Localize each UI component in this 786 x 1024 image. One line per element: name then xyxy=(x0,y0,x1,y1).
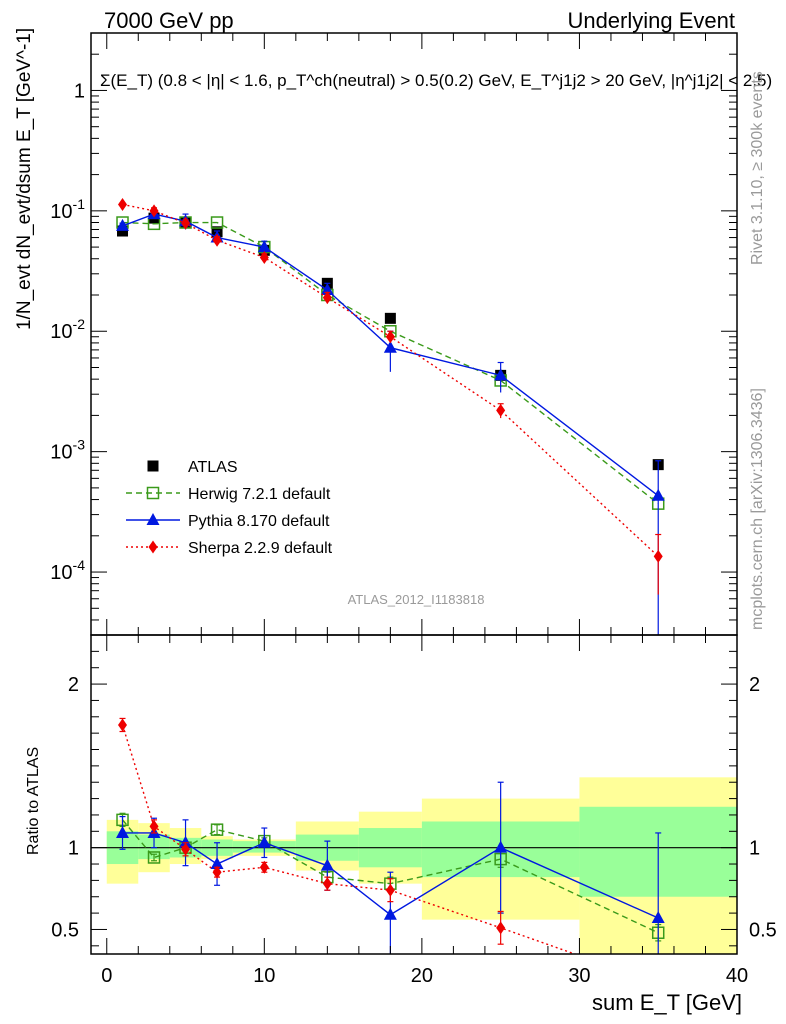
pythia-ratio-point xyxy=(651,911,665,924)
sherpa-point xyxy=(496,403,506,417)
herwig-line xyxy=(122,221,659,505)
ratio-tick-label-left: 1 xyxy=(68,838,79,860)
pythia-point xyxy=(383,340,397,353)
pythia-ratio-point xyxy=(494,840,508,853)
sherpa-ratio-point xyxy=(496,921,506,935)
pythia-ratio-point xyxy=(257,835,271,848)
legend-marker xyxy=(146,513,160,525)
ratio-tick-label-left: 2 xyxy=(68,674,79,696)
pythia-point xyxy=(320,283,334,296)
y-tick-label: 1 xyxy=(74,80,85,102)
sherpa-point xyxy=(653,549,663,563)
y-tick-label: 10-1 xyxy=(50,196,85,223)
ratio-tick-label-right: 0.5 xyxy=(749,919,777,941)
ratio-tick-label-left: 0.5 xyxy=(51,919,79,941)
sherpa-point xyxy=(385,330,395,344)
sherpa-ratio-point xyxy=(385,883,395,897)
observable-label: Σ(E_T) (0.8 < |η| < 1.6, p_T^ch(neutral)… xyxy=(100,71,772,90)
rivet-label: Rivet 3.1.10, ≥ 300k events xyxy=(749,71,766,265)
sherpa-point xyxy=(212,233,222,247)
herwig-ratio-line xyxy=(121,819,659,934)
x-tick-label: 20 xyxy=(411,965,433,987)
sherpa-ratio-point xyxy=(181,842,191,856)
ratio-tick-label-right: 1 xyxy=(749,838,760,860)
sherpa-point xyxy=(149,204,159,218)
sherpa-ratio-point xyxy=(149,819,159,833)
pythia-ratio-point xyxy=(179,835,193,848)
header-right: Underlying Event xyxy=(567,8,735,33)
pythia-ratio-point xyxy=(320,858,334,871)
x-tick-label: 30 xyxy=(568,965,590,987)
legend-marker xyxy=(146,486,160,500)
x-axis-label: sum E_T [GeV] xyxy=(592,990,742,1015)
ratio-y-axis-label: Ratio to ATLAS xyxy=(25,747,42,855)
sherpa-line xyxy=(122,203,659,557)
pythia-point xyxy=(651,488,665,501)
pythia-point xyxy=(116,218,130,231)
sherpa-point xyxy=(322,291,332,305)
legend-label: Herwig 7.2.1 default xyxy=(188,486,331,503)
pythia-ratio-point xyxy=(383,907,397,920)
ratio-tick-label-right: 2 xyxy=(749,674,760,696)
pythia-point xyxy=(494,368,508,381)
atlas-data-point xyxy=(384,312,396,324)
legend-marker xyxy=(147,460,159,472)
y-tick-label: 10-4 xyxy=(50,557,85,584)
sherpa-ratio-point xyxy=(259,860,269,874)
sherpa-ratio-point xyxy=(322,877,332,891)
main-y-axis-label: 1/N_evt dN_evt/dsum E_T [GeV^-1] xyxy=(14,28,35,330)
sherpa-ratio-point xyxy=(654,977,663,990)
herwig-ratio-point xyxy=(147,851,161,864)
pythia-ratio-point xyxy=(210,857,224,870)
analysis-id: ATLAS_2012_I1183818 xyxy=(348,592,485,607)
herwig-ratio-point xyxy=(210,823,224,836)
legend-label: ATLAS xyxy=(188,459,238,476)
x-tick-label: 0 xyxy=(101,965,112,987)
pythia-point xyxy=(257,240,271,253)
pythia-ratio-point xyxy=(116,825,130,838)
mcplots-label: mcplots.cern.ch [arXiv:1306.3436] xyxy=(749,388,766,630)
legend-marker xyxy=(148,540,158,554)
atlas-data-point xyxy=(117,225,129,237)
ratio-panel-frame xyxy=(90,634,738,955)
sherpa-point xyxy=(118,197,128,211)
sherpa-ratio-point xyxy=(118,718,128,732)
legend-label: Pythia 8.170 default xyxy=(188,513,330,530)
herwig-point xyxy=(210,216,224,229)
legend-label: Sherpa 2.2.9 default xyxy=(188,540,333,557)
x-tick-label: 10 xyxy=(253,965,275,987)
y-tick-label: 10-2 xyxy=(50,316,85,343)
y-tick-label: 10-3 xyxy=(50,437,85,464)
sherpa-point xyxy=(259,250,269,264)
x-tick-label: 40 xyxy=(726,965,748,987)
sherpa-point xyxy=(181,216,191,230)
header-left: 7000 GeV pp xyxy=(104,8,234,33)
sherpa-ratio-point xyxy=(212,865,222,879)
